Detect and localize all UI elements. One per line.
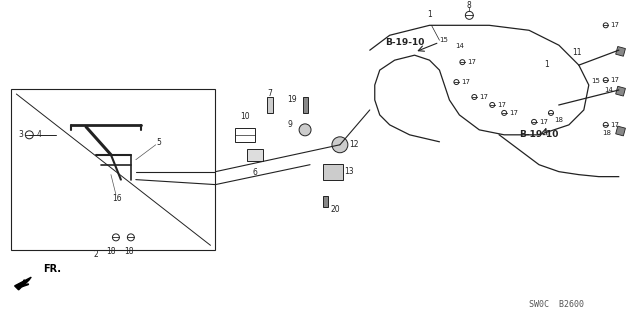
Text: 1: 1 (428, 10, 432, 19)
Text: B-19-10: B-19-10 (519, 130, 559, 139)
Text: 15: 15 (440, 37, 449, 43)
Text: 17: 17 (497, 102, 506, 108)
Polygon shape (15, 277, 31, 290)
Text: 19: 19 (287, 95, 297, 105)
Text: 20: 20 (330, 205, 340, 214)
Text: 8: 8 (467, 1, 472, 10)
Text: 18: 18 (106, 247, 116, 256)
Text: 9: 9 (288, 120, 292, 130)
Text: 17: 17 (539, 119, 548, 125)
Text: 5: 5 (156, 138, 161, 147)
Bar (323, 164, 343, 180)
Text: 17: 17 (611, 77, 620, 83)
Text: 15: 15 (591, 78, 600, 84)
Bar (616, 126, 625, 136)
Bar (268, 97, 273, 113)
Text: SW0C  B2600: SW0C B2600 (529, 300, 584, 309)
Text: B-19-10: B-19-10 (385, 38, 424, 47)
Text: 17: 17 (479, 94, 488, 100)
Bar (12, 89, 216, 250)
Text: 18: 18 (124, 247, 134, 256)
Text: 18: 18 (554, 117, 563, 123)
Text: 16: 16 (112, 194, 122, 203)
Text: 14: 14 (456, 43, 464, 49)
Text: 17: 17 (611, 122, 620, 128)
Text: 3: 3 (19, 130, 24, 139)
Text: FR.: FR. (44, 264, 61, 274)
Text: 12: 12 (349, 140, 358, 149)
Text: 14: 14 (604, 87, 612, 93)
Text: 17: 17 (467, 59, 476, 65)
Text: 1: 1 (544, 60, 548, 69)
Bar (236, 128, 255, 142)
Text: 18: 18 (602, 130, 611, 136)
Text: 17: 17 (509, 110, 518, 116)
Bar (616, 47, 625, 56)
Text: 17: 17 (611, 22, 620, 28)
Bar (616, 86, 625, 96)
Text: 10: 10 (241, 112, 250, 122)
Text: 7: 7 (268, 88, 273, 98)
Text: 6: 6 (253, 168, 258, 177)
Text: 11: 11 (572, 48, 581, 57)
Bar (247, 149, 263, 161)
Bar (323, 196, 328, 207)
Circle shape (299, 124, 311, 136)
Text: 2: 2 (93, 250, 99, 259)
Text: 13: 13 (344, 167, 354, 176)
Text: 4: 4 (37, 130, 42, 139)
Circle shape (332, 137, 348, 153)
Bar (303, 97, 308, 113)
Text: 17: 17 (461, 79, 470, 85)
